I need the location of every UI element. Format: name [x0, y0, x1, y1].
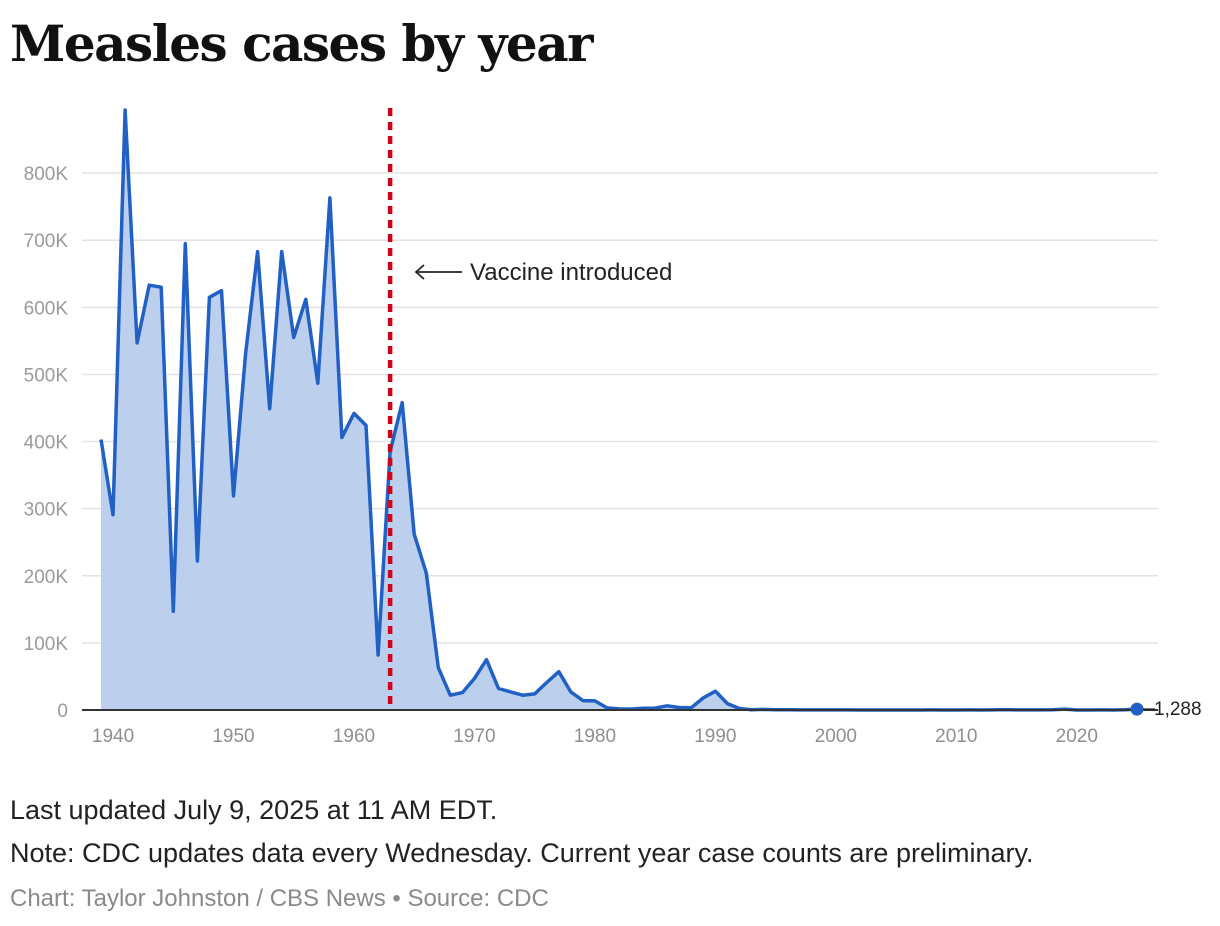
y-tick-label: 200K [24, 567, 69, 588]
cases-area [101, 110, 1137, 710]
y-tick-label: 600K [24, 298, 69, 319]
note-text: Note: CDC updates data every Wednesday. … [10, 838, 1034, 868]
x-tick-label: 1980 [574, 726, 616, 747]
x-axis-ticks: 1940 1950 1960 1970 1980 1990 2000 2010 2020 [92, 726, 1098, 747]
x-tick-label: 2020 [1056, 726, 1098, 747]
annotation-arrow-icon [414, 264, 425, 280]
chart-title: Measles cases by year [10, 14, 593, 73]
y-tick-label: 500K [24, 365, 69, 386]
vaccine-annotation: Vaccine introduced [414, 259, 672, 286]
y-tick-label: 300K [24, 500, 69, 521]
y-tick-label: 800K [24, 164, 69, 185]
x-tick-label: 1940 [92, 726, 134, 747]
y-tick-label: 700K [24, 231, 69, 252]
x-tick-label: 1990 [694, 726, 736, 747]
y-tick-label: 400K [24, 433, 69, 454]
y-tick-label: 100K [24, 634, 69, 655]
latest-value-label: 1,288 [1154, 699, 1202, 720]
annotation-label: Vaccine introduced [470, 259, 672, 286]
last-updated-text: Last updated July 9, 2025 at 11 AM EDT. [10, 795, 498, 825]
x-tick-label: 2000 [815, 726, 857, 747]
x-tick-label: 2010 [935, 726, 977, 747]
x-tick-label: 1970 [453, 726, 495, 747]
x-tick-label: 1950 [212, 726, 254, 747]
credit-text: Chart: Taylor Johnston / CBS News • Sour… [10, 885, 549, 912]
y-tick-label: 0 [57, 701, 68, 722]
latest-value-marker: 1,288 [1130, 699, 1202, 720]
latest-value-dot [1130, 702, 1144, 716]
x-tick-label: 1960 [333, 726, 375, 747]
y-axis-ticks: 0 100K 200K 300K 400K 500K 600K 700K 800K [24, 164, 69, 722]
